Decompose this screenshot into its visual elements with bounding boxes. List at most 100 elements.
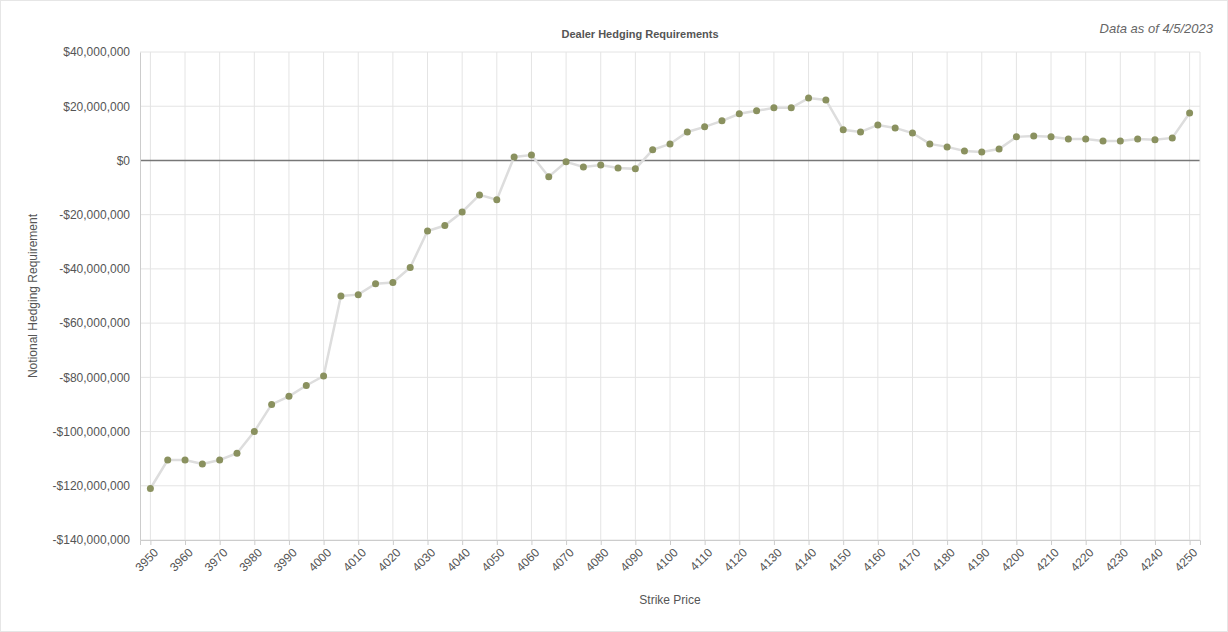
point [597,162,604,169]
point [233,450,240,457]
point [389,279,396,286]
point [303,382,310,389]
grid-line-y [140,323,1200,324]
x-tick-label: 3980 [236,545,265,574]
x-tick-label: 4250 [1172,545,1201,574]
y-tick: -$60,000,000 [59,316,140,330]
grid-line-x [185,52,186,540]
x-axis-title: Strike Price [639,593,701,607]
point [926,140,933,147]
x-tick-label: 4010 [340,545,369,574]
grid-line-x [670,52,671,540]
point [770,104,777,111]
grid-line-x [1154,52,1155,540]
x-tick: 4190 [964,540,993,574]
x-tick-mark [774,540,775,545]
grid-line-x [1120,52,1121,540]
grid-line-x [1016,52,1017,540]
x-tick-label: 3960 [167,545,196,574]
x-tick-mark [739,540,740,545]
subtitle: Data as of 4/5/2023 [1100,21,1214,36]
point [788,104,795,111]
x-tick-mark [1016,540,1017,545]
point [320,372,327,379]
y-axis-line [140,53,141,541]
x-tick-mark [843,540,844,545]
point [1030,133,1037,140]
y-axis: -$140,000,000 -$120,000,000 -$100,000,000 -… [53,45,141,547]
grid-line-x [531,52,532,540]
x-tick-label: 4030 [410,545,439,574]
x-tick: 4240 [1137,540,1166,574]
grid-line-x [947,52,948,540]
point [753,107,760,114]
grid-line-x [462,52,463,540]
point [615,165,622,172]
x-tick-mark [497,540,498,545]
point [199,461,206,468]
x-tick-label: 3970 [202,545,231,574]
grid-line-x [635,52,636,540]
y-tick: $40,000,000 [63,45,140,59]
x-tick: 4090 [617,540,646,574]
y-tick: $20,000,000 [63,100,140,114]
x-tick-label: 3950 [132,545,161,574]
y-tick: -$100,000,000 [53,425,140,439]
y-tick-label: $20,000,000 [63,100,130,114]
x-tick-label: 4100 [652,545,681,574]
x-tick: 4010 [340,540,369,574]
point [1186,110,1193,117]
grid-line-x [150,52,151,540]
point [1169,134,1176,141]
x-tick-mark [947,540,948,545]
point [545,173,552,180]
x-tick-label: 4000 [306,545,335,574]
point [424,227,431,234]
x-tick: 4030 [410,540,439,574]
y-tick: -$120,000,000 [53,479,140,493]
x-tick-label: 4190 [964,545,993,574]
x-axis: 3950396039703980399040004010402040304040… [132,540,1200,574]
y-tick-label: -$20,000,000 [59,208,130,222]
x-tick: 4160 [860,540,889,574]
x-tick-label: 4060 [513,545,542,574]
x-axis-line [141,541,1201,546]
point [857,128,864,135]
grid-line-x [219,52,220,540]
point [407,264,414,271]
point [805,95,812,102]
grid-line-y [140,431,1200,432]
grid-line-x [566,52,567,540]
x-tick-label: 4070 [548,545,577,574]
x-tick-mark [601,540,602,545]
x-tick-label: 4170 [895,545,924,574]
x-tick: 4150 [825,540,854,574]
x-tick: 3960 [167,540,196,574]
chart: 3950396039703980399040004010402040304040… [0,0,1228,632]
x-tick: 4050 [479,540,508,574]
point [632,165,639,172]
grid-line-y [140,268,1200,269]
grid-line-x [1051,52,1052,540]
y-tick-label: -$140,000,000 [53,533,131,547]
point [961,147,968,154]
point [251,428,258,435]
point [667,140,674,147]
plot-area [147,95,1193,492]
point [493,196,500,203]
x-tick-mark [705,540,706,545]
y-tick-label: -$120,000,000 [53,479,131,493]
point [978,149,985,156]
x-tick-label: 4080 [583,545,612,574]
point [528,152,535,159]
grid-line-x [981,52,982,540]
point [268,401,275,408]
title: Dealer Hedging Requirements [561,28,718,40]
x-tick: 4130 [756,540,785,574]
x-tick-mark [1120,540,1121,545]
point [736,110,743,117]
x-tick: 4080 [583,540,612,574]
grid-line-x [773,52,774,540]
grid-line-x [254,52,255,540]
point [1082,136,1089,143]
